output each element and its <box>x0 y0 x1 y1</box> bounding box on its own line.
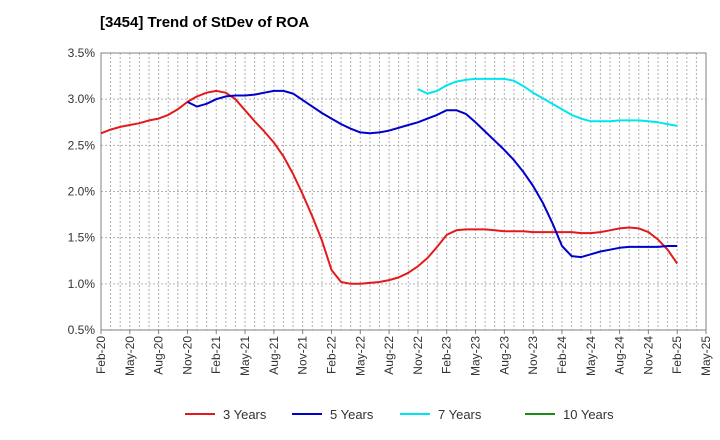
grid-lines <box>101 53 706 330</box>
series-line-7-years <box>417 77 678 127</box>
x-tick-label: Feb-22 <box>324 336 338 374</box>
y-tick-label: 1.0% <box>68 277 96 291</box>
x-tick-label: Nov-21 <box>296 336 310 375</box>
x-tick-label: Feb-21 <box>209 336 223 374</box>
x-tick-label: May-24 <box>584 336 598 376</box>
x-tick-label: Aug-24 <box>613 336 627 375</box>
x-tick-label: Aug-21 <box>267 336 281 375</box>
x-tick-label: Feb-24 <box>555 336 569 374</box>
y-tick-label: 0.5% <box>68 323 96 337</box>
y-tick-label: 2.0% <box>68 185 96 199</box>
legend: 3 Years 5 Years 7 Years 10 Years <box>185 407 614 422</box>
y-tick-label: 1.5% <box>68 231 96 245</box>
series-lines <box>100 77 679 285</box>
y-tick-label: 3.0% <box>68 92 96 106</box>
x-tick-label: Nov-24 <box>641 336 655 375</box>
axes: 0.5% 1.0% 1.5% 2.0% 2.5% 3.0% 3.5% Feb-20 May-20… <box>68 46 713 376</box>
x-tick-label: May-21 <box>238 336 252 376</box>
x-tick-label: May-20 <box>123 336 137 376</box>
y-tick-label: 2.5% <box>68 138 96 152</box>
x-tick-label: Aug-22 <box>382 336 396 375</box>
plot-area-border <box>100 52 707 331</box>
series-line-5-years <box>186 89 678 259</box>
legend-label: 7 Years <box>438 407 482 422</box>
y-tick-label: 3.5% <box>68 46 96 60</box>
x-tick-label: Aug-23 <box>497 336 511 375</box>
chart-title: [3454] Trend of StDev of ROA <box>100 14 310 31</box>
x-tick-label: Aug-20 <box>152 336 166 375</box>
legend-label: 10 Years <box>563 407 614 422</box>
x-tick-label: May-22 <box>353 336 367 376</box>
x-tick-label: Feb-23 <box>440 336 454 374</box>
legend-label: 3 Years <box>223 407 267 422</box>
series-line-3-years <box>100 89 679 285</box>
x-tick-label: Feb-25 <box>670 336 684 374</box>
legend-label: 5 Years <box>330 407 374 422</box>
x-tick-label: May-23 <box>469 336 483 376</box>
x-tick-label: Nov-22 <box>411 336 425 375</box>
x-tick-label: Feb-20 <box>94 336 108 374</box>
x-tick-label: Nov-20 <box>180 336 194 375</box>
x-tick-label: Nov-23 <box>526 336 540 375</box>
x-tick-label: May-25 <box>699 336 713 376</box>
